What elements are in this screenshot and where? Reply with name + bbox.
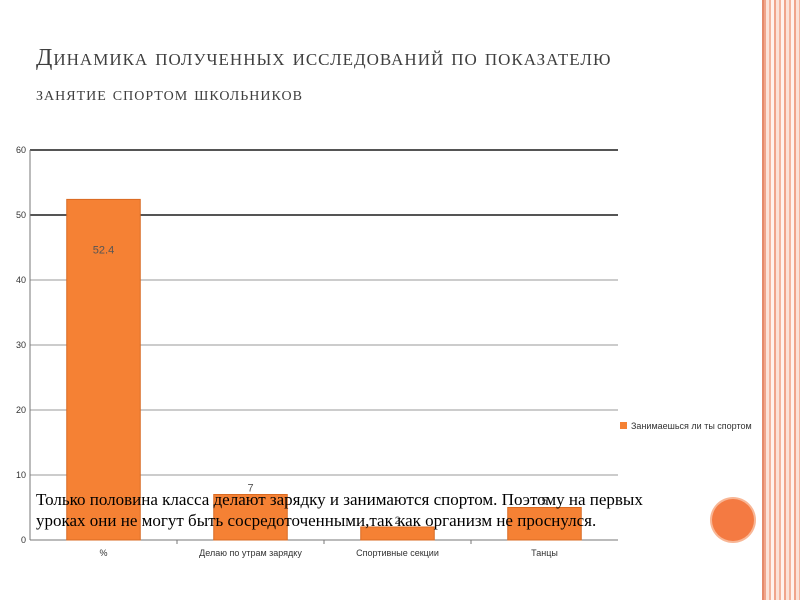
bar [66, 198, 141, 541]
y-tick-label: 60 [16, 145, 26, 155]
legend-label: Занимаешься ли ты спортом [631, 421, 752, 431]
bar [507, 507, 582, 541]
x-tick-label: % [99, 548, 107, 558]
y-tick-label: 0 [21, 535, 26, 545]
data-label: 2 [394, 515, 400, 527]
title-line-2: занятие спортом школьников [36, 83, 303, 105]
slide-caption: Только половина класса делают зарядку и … [36, 490, 643, 530]
slide-title: Динамика полученных исследований по пока… [36, 40, 736, 112]
bar [213, 494, 288, 541]
x-tick-label: Танцы [531, 548, 558, 558]
legend-swatch [620, 422, 627, 429]
y-tick-label: 50 [16, 210, 26, 220]
right-decorative-strip [764, 0, 800, 600]
decorative-circle [712, 499, 754, 541]
title-line-1: Динамика полученных исследований по пока… [36, 45, 612, 71]
bar-chart: 0 10 20 30 40 50 60% 52.4 Делаю по утрам зарядку… [16, 145, 752, 558]
data-label: 7 [247, 483, 253, 495]
x-tick-label: Делаю по утрам зарядку [199, 548, 302, 558]
data-label: 5 [541, 496, 547, 508]
y-tick-label: 30 [16, 340, 26, 350]
y-tick-label: 10 [16, 470, 26, 480]
y-tick-label: 20 [16, 405, 26, 415]
right-edge-line [762, 0, 764, 600]
data-label: 52.4 [93, 244, 114, 256]
y-tick-label: 40 [16, 275, 26, 285]
x-tick-label: Спортивные секции [356, 548, 439, 558]
bar [360, 526, 435, 541]
